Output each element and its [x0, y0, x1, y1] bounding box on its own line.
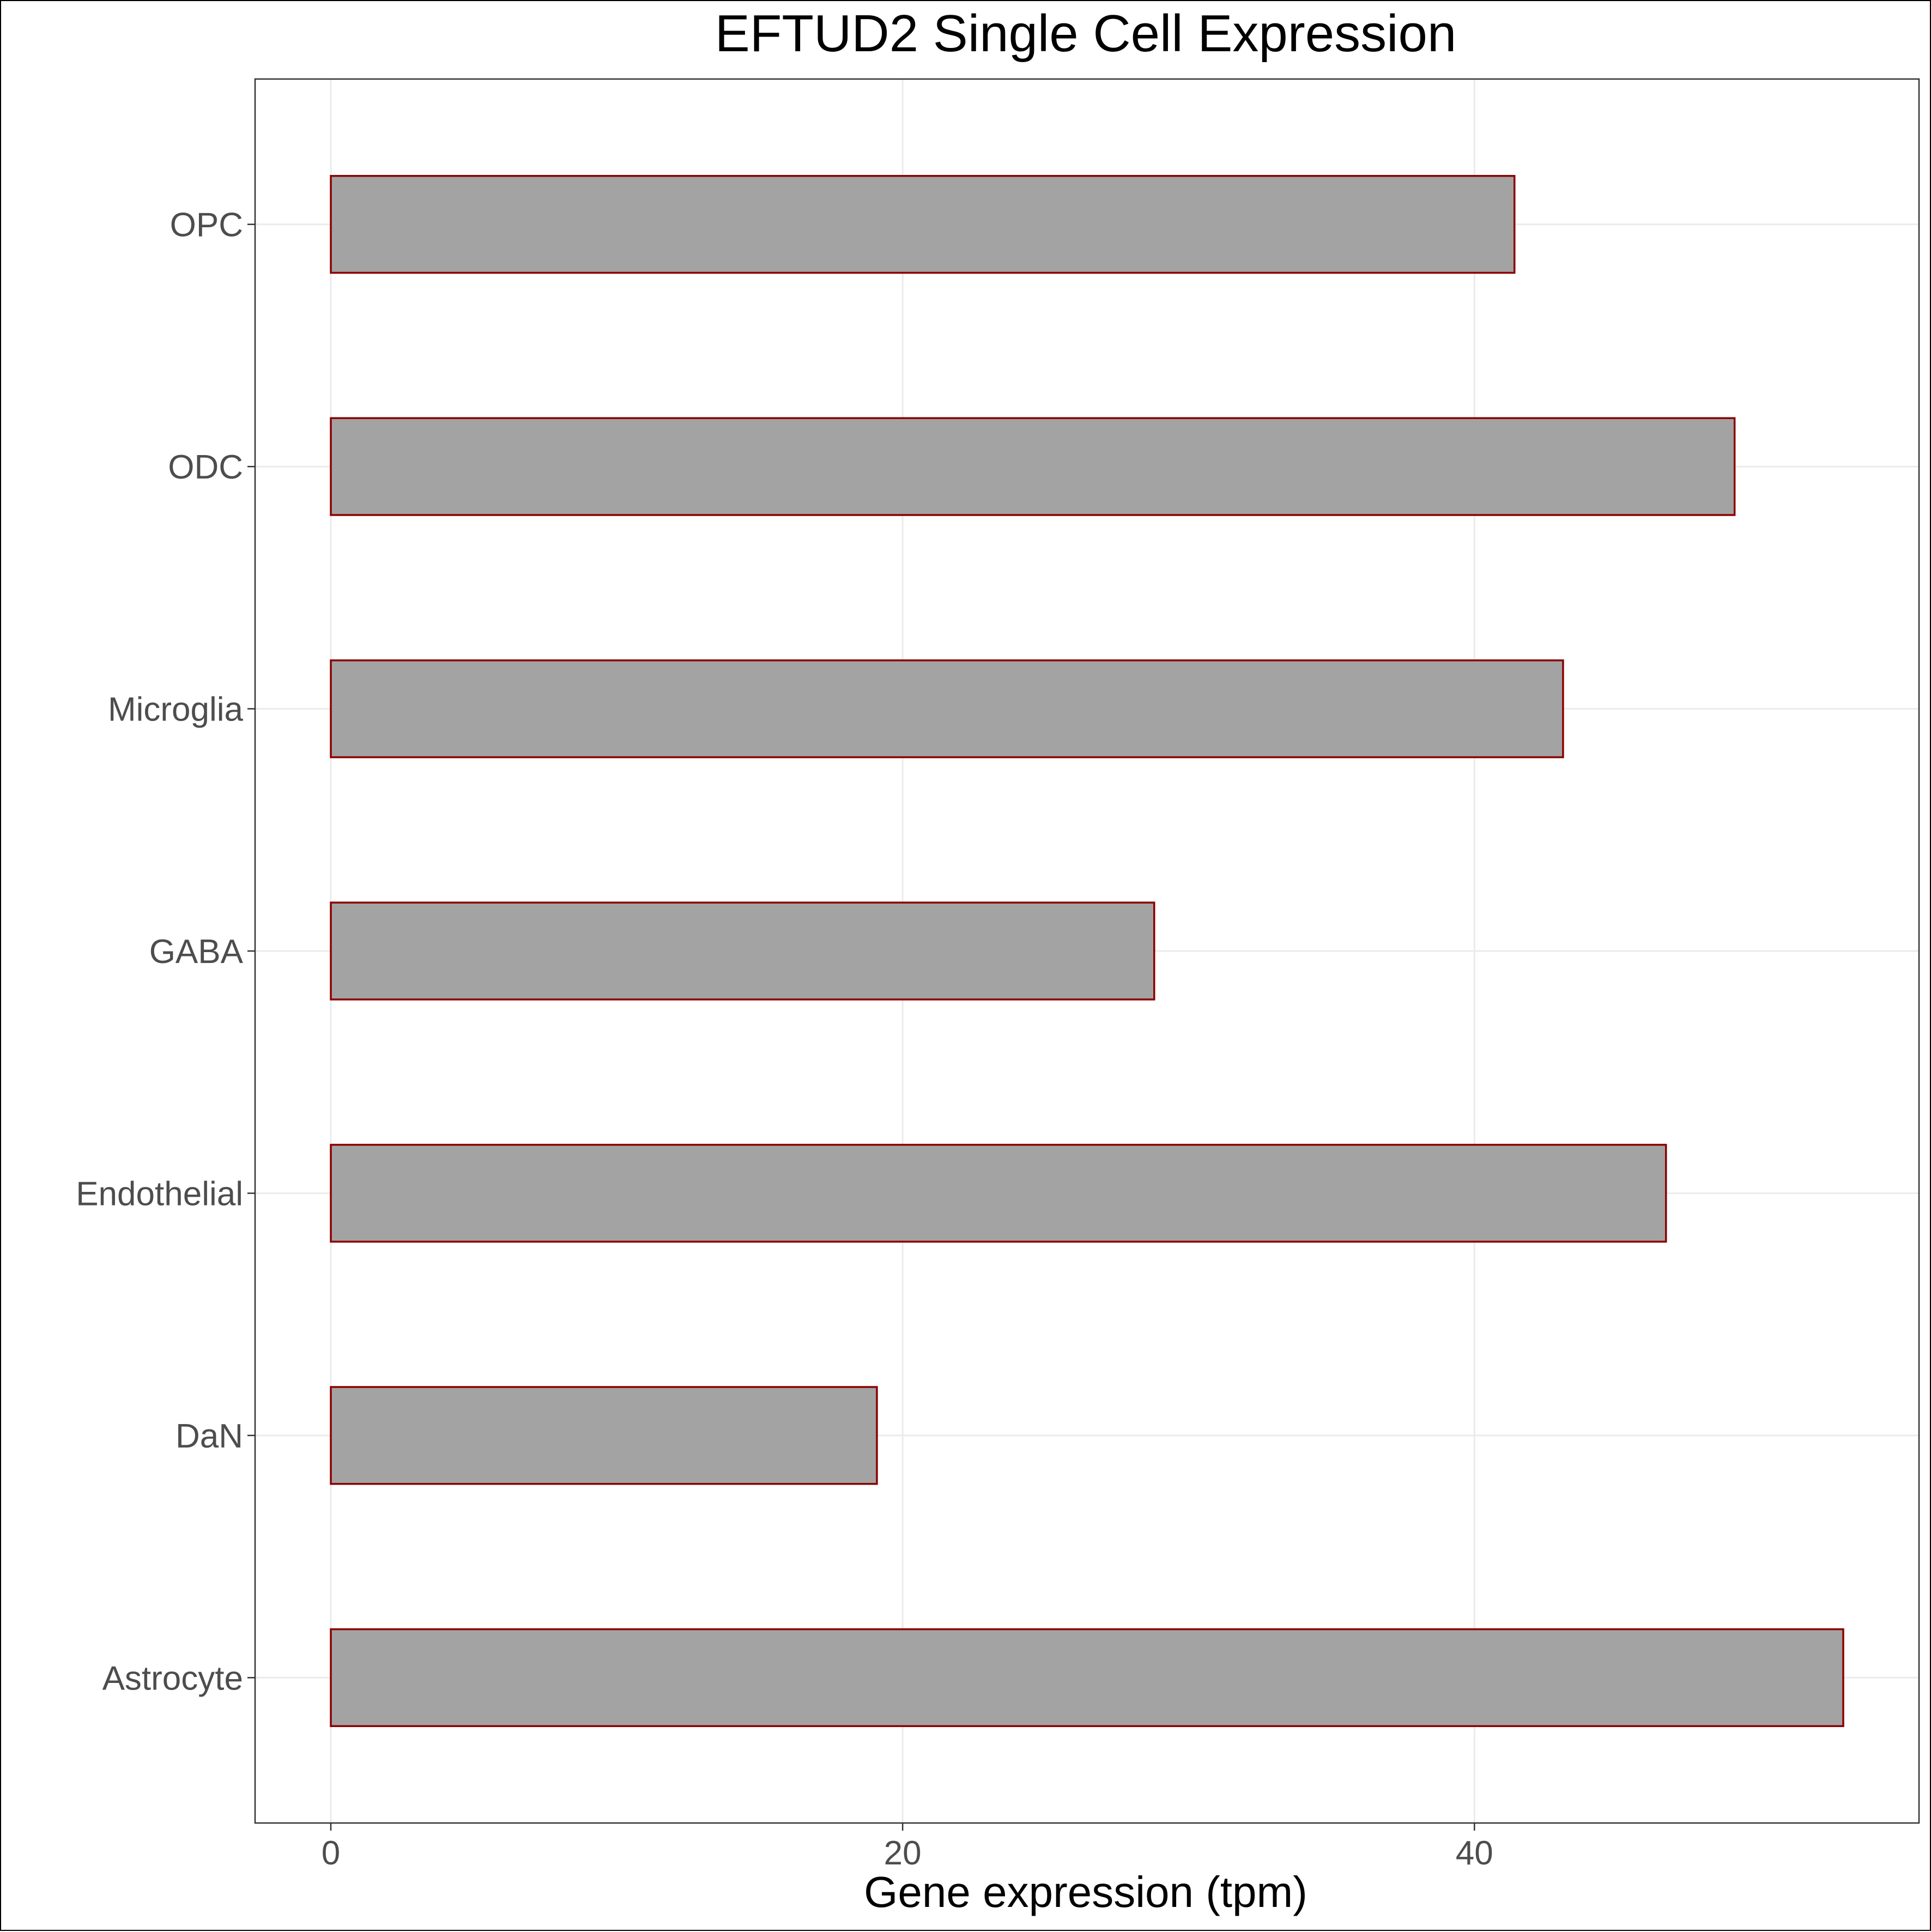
- chart-title: EFTUD2 Single Cell Expression: [715, 4, 1457, 63]
- x-axis: 0 20 40: [322, 1823, 1493, 1872]
- bars: [330, 175, 1844, 1727]
- bar: [330, 901, 1155, 1001]
- y-tick-label: Astrocyte: [102, 1660, 243, 1697]
- y-tick-label: Endothelial: [76, 1175, 243, 1213]
- y-tick-label: ODC: [168, 449, 243, 486]
- y-tick-label: GABA: [149, 933, 244, 971]
- bar: [330, 1143, 1667, 1243]
- bar: [330, 659, 1564, 759]
- y-tick-label: Microglia: [108, 691, 244, 729]
- bar: [330, 417, 1736, 516]
- x-tick-label: 20: [884, 1834, 922, 1872]
- x-tick-label: 40: [1456, 1834, 1493, 1872]
- bar: [330, 175, 1516, 274]
- x-axis-title: Gene expression (tpm): [864, 1868, 1307, 1916]
- bar: [330, 1628, 1844, 1727]
- x-tick-label: 0: [322, 1834, 340, 1872]
- y-axis: Astrocyte DaN Endothelial GABA Microglia ODC O…: [76, 207, 255, 1697]
- y-tick-label: DaN: [175, 1418, 243, 1455]
- y-tick-label: OPC: [170, 207, 243, 244]
- bar: [330, 1386, 878, 1485]
